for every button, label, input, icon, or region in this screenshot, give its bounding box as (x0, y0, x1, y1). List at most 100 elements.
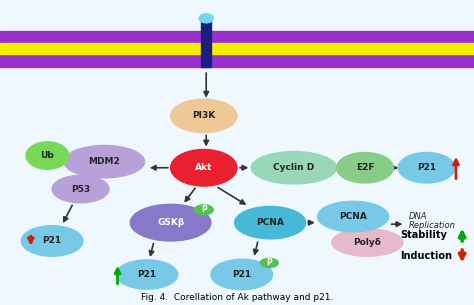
Circle shape (351, 57, 363, 65)
Circle shape (257, 33, 269, 41)
Circle shape (17, 57, 29, 65)
Circle shape (90, 57, 102, 65)
Circle shape (142, 57, 155, 65)
Circle shape (90, 33, 102, 41)
Circle shape (257, 57, 269, 65)
Circle shape (215, 57, 228, 65)
Circle shape (392, 57, 405, 65)
Ellipse shape (398, 152, 455, 183)
Ellipse shape (251, 152, 337, 184)
Circle shape (163, 33, 175, 41)
Circle shape (173, 57, 186, 65)
Circle shape (361, 57, 374, 65)
Ellipse shape (116, 260, 178, 289)
Circle shape (80, 33, 92, 41)
Circle shape (288, 33, 301, 41)
Ellipse shape (318, 201, 389, 232)
Circle shape (215, 33, 228, 41)
Circle shape (80, 57, 92, 65)
Ellipse shape (26, 142, 69, 169)
Circle shape (48, 57, 61, 65)
Circle shape (121, 33, 134, 41)
Ellipse shape (171, 99, 237, 133)
Circle shape (392, 33, 405, 41)
Circle shape (309, 57, 321, 65)
Circle shape (132, 33, 144, 41)
Circle shape (403, 33, 415, 41)
Circle shape (413, 57, 426, 65)
Text: Cyclin D: Cyclin D (273, 163, 315, 172)
Circle shape (267, 57, 280, 65)
Circle shape (132, 57, 144, 65)
Circle shape (465, 57, 474, 65)
Ellipse shape (337, 152, 393, 183)
Circle shape (372, 57, 384, 65)
Ellipse shape (194, 205, 213, 215)
Text: PCNA: PCNA (256, 218, 284, 227)
Circle shape (0, 57, 9, 65)
Ellipse shape (199, 14, 213, 23)
Ellipse shape (171, 149, 237, 186)
Circle shape (246, 57, 259, 65)
Circle shape (434, 33, 447, 41)
Circle shape (319, 57, 332, 65)
Circle shape (340, 33, 353, 41)
Circle shape (111, 33, 123, 41)
Circle shape (121, 57, 134, 65)
Circle shape (173, 33, 186, 41)
Text: Polyδ: Polyδ (354, 238, 381, 247)
Circle shape (48, 33, 61, 41)
Circle shape (278, 57, 290, 65)
Circle shape (330, 57, 342, 65)
Circle shape (434, 57, 447, 65)
Circle shape (236, 33, 248, 41)
Circle shape (455, 57, 467, 65)
Ellipse shape (332, 229, 403, 256)
Text: P: P (266, 258, 272, 267)
Circle shape (382, 33, 394, 41)
Text: P21: P21 (417, 163, 436, 172)
Circle shape (38, 57, 50, 65)
Circle shape (351, 33, 363, 41)
Text: PCNA: PCNA (339, 212, 367, 221)
Circle shape (309, 33, 321, 41)
Circle shape (184, 57, 196, 65)
Circle shape (246, 33, 259, 41)
Circle shape (163, 57, 175, 65)
Circle shape (299, 33, 311, 41)
Text: Akt: Akt (195, 163, 212, 172)
Circle shape (445, 57, 457, 65)
Circle shape (142, 33, 155, 41)
Circle shape (413, 33, 426, 41)
Circle shape (205, 57, 217, 65)
Text: P21: P21 (43, 236, 62, 246)
Circle shape (424, 33, 436, 41)
Circle shape (7, 33, 19, 41)
Circle shape (100, 33, 113, 41)
Text: Fig. 4.  Corellation of Ak pathway and p21.: Fig. 4. Corellation of Ak pathway and p2… (141, 293, 333, 302)
Circle shape (111, 57, 123, 65)
Circle shape (59, 57, 71, 65)
Circle shape (372, 33, 384, 41)
Circle shape (455, 33, 467, 41)
Ellipse shape (52, 175, 109, 203)
Text: PI3K: PI3K (192, 111, 216, 120)
Bar (0, 43, 474, 54)
Circle shape (184, 33, 196, 41)
Circle shape (17, 33, 29, 41)
Text: DNA: DNA (409, 212, 427, 221)
Text: E2F: E2F (356, 163, 374, 172)
Circle shape (69, 57, 82, 65)
Circle shape (194, 57, 207, 65)
Circle shape (382, 57, 394, 65)
Circle shape (194, 33, 207, 41)
Text: Induction: Induction (401, 251, 453, 261)
Text: P: P (201, 205, 207, 214)
Ellipse shape (21, 226, 83, 256)
Circle shape (288, 57, 301, 65)
Circle shape (153, 33, 165, 41)
Circle shape (226, 57, 238, 65)
Circle shape (27, 57, 40, 65)
Circle shape (330, 33, 342, 41)
Circle shape (59, 33, 71, 41)
